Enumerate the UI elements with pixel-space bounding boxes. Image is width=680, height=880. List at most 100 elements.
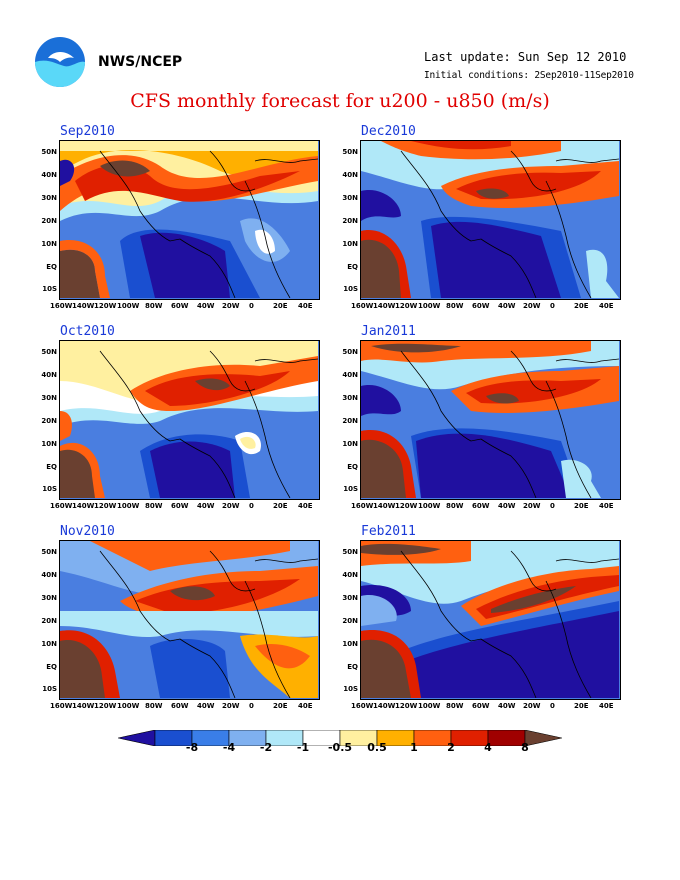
lat-tick-label: 10S — [343, 685, 358, 693]
lat-tick-label: 30N — [342, 594, 358, 602]
lon-tick-label: 40W — [197, 702, 215, 710]
lon-tick-label: 20E — [574, 702, 589, 710]
lon-tick-label: 60W — [171, 302, 189, 310]
page-title: CFS monthly forecast for u200 - u850 (m/… — [130, 90, 550, 112]
colorbar-arrow-low — [118, 730, 156, 746]
lon-tick-label: 20E — [574, 302, 589, 310]
colorbar-label: 2 — [447, 741, 455, 754]
lon-tick-label: 140W — [373, 302, 396, 310]
lon-tick-label: 80W — [446, 702, 464, 710]
lon-tick-label: 40E — [599, 502, 614, 510]
lon-tick-label: 20W — [222, 702, 240, 710]
lon-tick-label: 0 — [550, 502, 555, 510]
map-sep2010 — [59, 140, 320, 300]
lat-tick-label: 50N — [342, 148, 358, 156]
lon-tick-label: 100W — [418, 702, 441, 710]
lon-tick-label: 80W — [145, 502, 163, 510]
lat-tick-label: 20N — [342, 217, 358, 225]
lon-tick-label: 20E — [273, 502, 288, 510]
colorbar-arrow-high — [524, 730, 562, 746]
lat-tick-label: 40N — [342, 571, 358, 579]
lat-tick-label: 10N — [342, 240, 358, 248]
lon-tick-label: 40E — [599, 302, 614, 310]
panel-label-oct2010: Oct2010 — [60, 324, 115, 339]
last-update: Last update: Sun Sep 12 2010 — [424, 50, 627, 64]
lat-tick-label: 40N — [342, 371, 358, 379]
lon-tick-label: 20W — [523, 502, 541, 510]
lat-tick-label: 10N — [41, 640, 57, 648]
lon-tick-label: 100W — [418, 502, 441, 510]
lat-tick-label: 10N — [342, 640, 358, 648]
initial-conditions: Initial conditions: 2Sep2010-11Sep2010 — [424, 70, 634, 81]
lon-tick-label: 100W — [418, 302, 441, 310]
lon-tick-label: 20E — [273, 702, 288, 710]
lat-tick-label: 30N — [342, 194, 358, 202]
lon-tick-label: 60W — [472, 502, 490, 510]
lon-tick-label: 0 — [550, 302, 555, 310]
lat-tick-label: 40N — [41, 571, 57, 579]
lon-tick-label: 120W — [395, 702, 418, 710]
lat-tick-label: EQ — [46, 463, 57, 471]
lon-tick-label: 0 — [550, 702, 555, 710]
lat-tick-label: 10N — [41, 240, 57, 248]
lon-tick-label: 80W — [446, 302, 464, 310]
lat-tick-label: 10N — [342, 440, 358, 448]
lat-tick-label: 40N — [41, 171, 57, 179]
lat-tick-label: EQ — [347, 463, 358, 471]
lon-tick-label: 80W — [145, 302, 163, 310]
lon-tick-label: 40W — [498, 302, 516, 310]
colorbar-label: -2 — [259, 741, 273, 754]
lon-tick-label: 60W — [171, 702, 189, 710]
lat-tick-label: 10S — [42, 685, 57, 693]
colorbar-label: -1 — [296, 741, 310, 754]
lon-tick-label: 100W — [117, 302, 140, 310]
noaa-logo — [35, 37, 85, 87]
lon-tick-label: 160W — [50, 302, 73, 310]
colorbar — [118, 730, 562, 746]
lon-tick-label: 60W — [171, 502, 189, 510]
lat-tick-label: 40N — [342, 171, 358, 179]
map-oct2010 — [59, 340, 320, 500]
lat-tick-label: 40N — [41, 371, 57, 379]
lon-tick-label: 0 — [249, 302, 254, 310]
lat-tick-label: 20N — [342, 617, 358, 625]
lon-tick-label: 160W — [351, 502, 374, 510]
panel-label-dec2010: Dec2010 — [361, 124, 416, 139]
lat-tick-label: 50N — [342, 548, 358, 556]
lon-tick-label: 40E — [298, 502, 313, 510]
lon-tick-label: 140W — [72, 302, 95, 310]
map-jan2011 — [360, 340, 621, 500]
lat-tick-label: 10S — [343, 485, 358, 493]
lon-tick-label: 120W — [395, 502, 418, 510]
lon-tick-label: 40W — [197, 502, 215, 510]
colorbar-label: -0.5 — [327, 741, 353, 754]
colorbar-box — [450, 730, 489, 746]
colorbar-box — [413, 730, 452, 746]
lat-tick-label: 30N — [41, 594, 57, 602]
lon-tick-label: 60W — [472, 302, 490, 310]
map-nov2010 — [59, 540, 320, 700]
lat-tick-label: 10S — [42, 285, 57, 293]
lon-tick-label: 0 — [249, 702, 254, 710]
lon-tick-label: 0 — [249, 502, 254, 510]
map-dec2010 — [360, 140, 621, 300]
lon-tick-label: 40E — [599, 702, 614, 710]
lon-tick-label: 100W — [117, 502, 140, 510]
lon-tick-label: 160W — [50, 502, 73, 510]
lon-tick-label: 120W — [94, 702, 117, 710]
lon-tick-label: 20W — [222, 302, 240, 310]
colorbar-label: 0.5 — [367, 741, 387, 754]
lon-tick-label: 80W — [446, 502, 464, 510]
lat-tick-label: 10S — [42, 485, 57, 493]
lon-tick-label: 40W — [498, 502, 516, 510]
lon-tick-label: 140W — [373, 702, 396, 710]
lat-tick-label: 20N — [41, 617, 57, 625]
lat-tick-label: EQ — [46, 663, 57, 671]
colorbar-box — [487, 730, 526, 746]
lat-tick-label: EQ — [46, 263, 57, 271]
lon-tick-label: 20E — [273, 302, 288, 310]
lon-tick-label: 160W — [351, 702, 374, 710]
lat-tick-label: 10S — [343, 285, 358, 293]
lon-tick-label: 160W — [50, 702, 73, 710]
lat-tick-label: 50N — [41, 148, 57, 156]
